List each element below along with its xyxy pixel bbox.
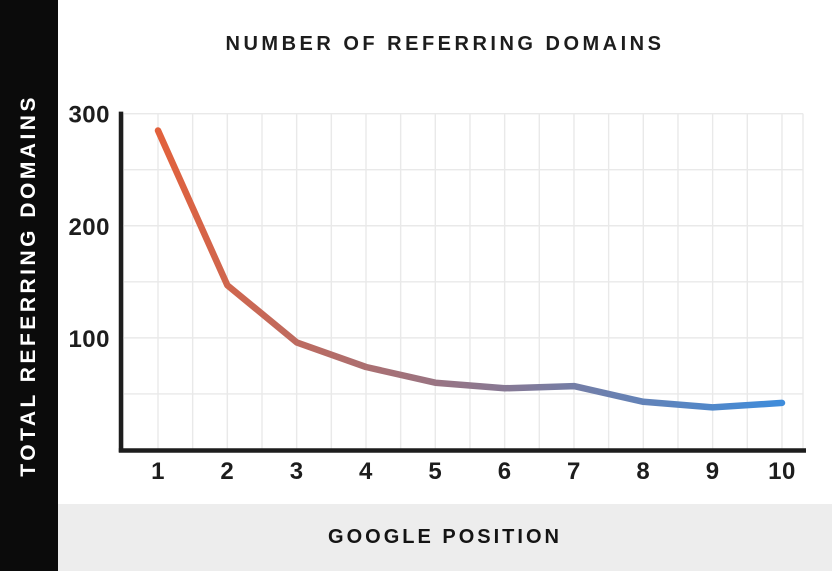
x-tick-label: 1 [151, 458, 165, 485]
y-tick-label: 100 [68, 326, 110, 353]
chart-title: NUMBER OF REFERRING DOMAINS [225, 33, 665, 55]
x-tick-label: 3 [290, 458, 304, 485]
x-tick-label: 10 [768, 458, 796, 485]
x-tick-label: 2 [220, 458, 234, 485]
x-tick-label: 9 [706, 458, 720, 485]
referring-domains-line [154, 127, 786, 411]
x-axis-title-bar: GOOGLE POSITION [0, 504, 832, 571]
x-tick-label: 8 [636, 458, 650, 485]
x-tick-label: 4 [359, 458, 373, 485]
x-tick-label: 7 [567, 458, 581, 485]
y-tick-label: 200 [68, 214, 110, 241]
y-axis-title-bar: TOTAL REFERRING DOMAINS [0, 0, 58, 571]
x-axis-title: GOOGLE POSITION [328, 526, 562, 548]
x-tick-label: 5 [428, 458, 442, 485]
x-tick-label: 6 [498, 458, 512, 485]
y-axis-title: TOTAL REFERRING DOMAINS [17, 94, 40, 477]
y-tick-label: 300 [68, 102, 110, 129]
line-chart: 100 200 300 1 2 3 4 5 6 7 8 9 10 [68, 102, 806, 485]
